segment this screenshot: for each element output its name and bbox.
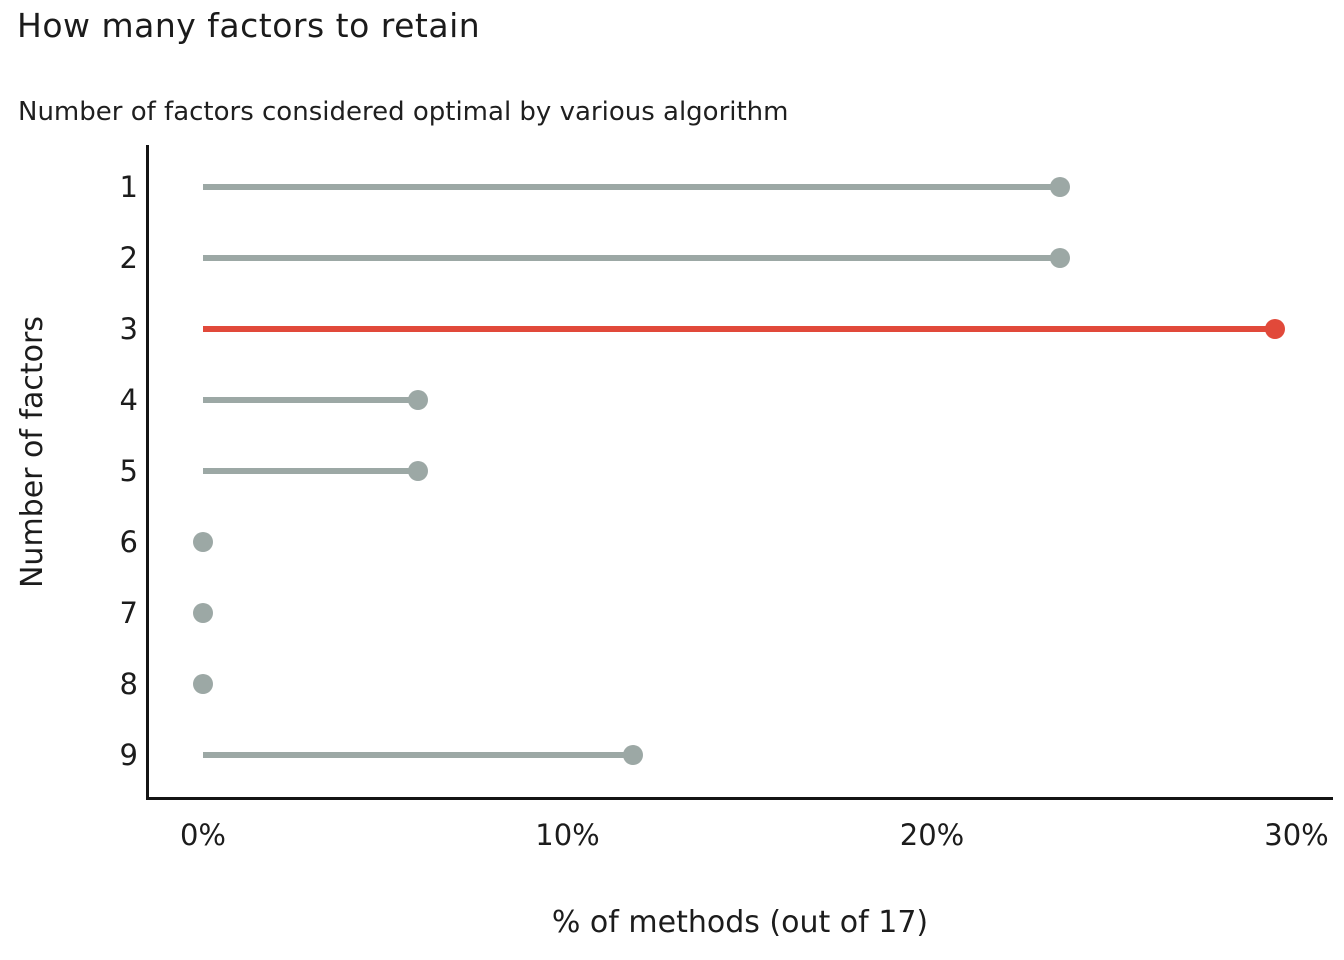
y-tick-label: 6 [119,525,138,559]
lollipop-dot [408,461,429,481]
x-axis-title: % of methods (out of 17) [551,905,929,940]
y-tick-label: 2 [119,241,138,275]
y-tick-label: 5 [119,454,138,488]
lollipop-stick [203,255,1060,261]
x-tick-label: 10% [535,818,600,852]
y-axis-title: Number of factors [15,315,50,589]
lollipop-dot [408,390,429,410]
lollipop-dot [1049,248,1070,268]
lollipop-stick [203,752,634,758]
y-tick-label: 1 [119,170,138,204]
y-tick-label: 7 [119,596,138,630]
lollipop-stick [203,326,1275,332]
x-tick-label: 0% [179,818,226,852]
chart-subtitle: Number of factors considered optimal by … [18,97,789,127]
x-axis-line [146,797,1333,800]
lollipop-dot [193,603,213,623]
lollipop-stick [203,184,1060,190]
lollipop-dot [193,532,213,552]
lollipop-stick [203,468,419,474]
y-tick-label: 9 [119,738,138,772]
y-tick-label: 8 [119,667,138,701]
lollipop-stick [203,397,419,403]
x-tick-label: 30% [1264,818,1329,852]
lollipop-dot [193,674,213,694]
lollipop-dot [1264,319,1285,339]
x-tick-label: 20% [899,818,965,852]
y-axis-line [146,145,149,800]
lollipop-dot [623,745,644,765]
y-tick-label: 4 [119,383,138,417]
y-tick-label: 3 [119,312,138,346]
lollipop-dot [1049,177,1070,197]
chart-title: How many factors to retain [17,6,481,45]
